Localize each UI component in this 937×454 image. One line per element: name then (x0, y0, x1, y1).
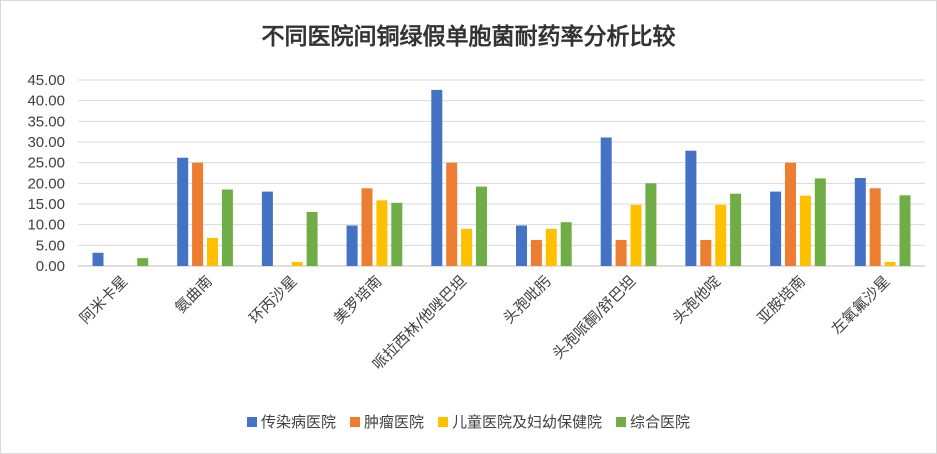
legend-swatch (616, 417, 627, 427)
x-category-label: 哌拉西林/他唑巴坦 (369, 272, 470, 373)
bar (476, 186, 487, 266)
bar (177, 157, 189, 266)
bar (446, 162, 458, 266)
y-tick-label: 5.00 (36, 237, 65, 254)
bar (192, 162, 204, 266)
y-tick-label: 0.00 (36, 258, 65, 275)
legend-item: 传染病医院 (247, 413, 336, 431)
bar (291, 261, 303, 266)
bar (645, 183, 657, 266)
bar (600, 137, 612, 266)
x-category-label: 头孢他啶 (669, 272, 724, 327)
bar (461, 228, 473, 266)
x-category-label: 亚胺培南 (754, 272, 809, 327)
bar (221, 189, 233, 266)
x-category-label: 氨曲南 (171, 272, 216, 317)
legend-swatch (247, 417, 257, 427)
legend-swatch (438, 417, 449, 427)
bar (361, 188, 373, 266)
bars (92, 89, 911, 267)
bar (431, 89, 443, 267)
bar (137, 258, 149, 266)
bar (869, 188, 881, 266)
bar (92, 252, 104, 266)
y-tick-label: 20.00 (27, 175, 65, 192)
legend-item: 肿瘤医院 (350, 413, 424, 431)
x-category-label: 美罗培南 (330, 272, 385, 327)
bar (785, 162, 796, 266)
legend-label: 综合医院 (630, 413, 690, 431)
bar (799, 195, 811, 266)
bar (346, 225, 358, 266)
bar (560, 222, 572, 266)
y-tick-label: 45.00 (27, 72, 65, 89)
legend-item: 综合医院 (616, 413, 690, 431)
bar (615, 240, 627, 266)
bar (376, 200, 388, 266)
legend-label: 儿童医院及妇幼保健院 (452, 413, 602, 431)
x-category-label: 阿米卡星 (76, 272, 131, 327)
legend-label: 传染病医院 (261, 413, 336, 431)
legend-swatch (350, 417, 361, 427)
bar (899, 195, 911, 266)
bar (814, 178, 826, 266)
y-tick-label: 15.00 (27, 196, 65, 213)
gridlines (78, 79, 925, 267)
bar (770, 191, 782, 266)
bar (854, 178, 866, 266)
x-category-label: 头孢吡肟 (500, 272, 555, 327)
bar (261, 191, 273, 266)
legend-label: 肿瘤医院 (364, 413, 424, 431)
bar (207, 237, 218, 266)
bar (545, 228, 557, 266)
bar (306, 211, 318, 266)
x-category-label: 左氧氟沙星 (828, 272, 894, 338)
bar (516, 225, 527, 266)
legend-item: 儿童医院及妇幼保健院 (438, 413, 602, 431)
x-category-label: 环丙沙星 (245, 272, 300, 327)
y-tick-label: 35.00 (27, 113, 65, 130)
y-tick-label: 10.00 (27, 217, 65, 234)
bar (530, 240, 542, 266)
chart-title: 不同医院间铜绿假单胞菌耐药率分析比较 (262, 23, 676, 50)
bar (391, 202, 403, 266)
legend: 传染病医院 肿瘤医院 儿童医院及妇幼保健院 综合医院 (247, 413, 690, 431)
y-tick-label: 25.00 (27, 155, 65, 172)
y-axis-ticks: 0.00 5.00 10.00 15.00 20.00 25.00 30.00 35.00 40… (27, 72, 65, 275)
bar (715, 204, 727, 266)
bar (630, 204, 642, 266)
x-category-label: 头孢哌酮/舒巴坦 (549, 272, 640, 363)
y-tick-label: 30.00 (27, 134, 65, 151)
bar (685, 150, 697, 266)
bar (700, 240, 712, 266)
bar (884, 261, 896, 266)
y-tick-label: 40.00 (27, 93, 65, 110)
bar (730, 193, 742, 266)
